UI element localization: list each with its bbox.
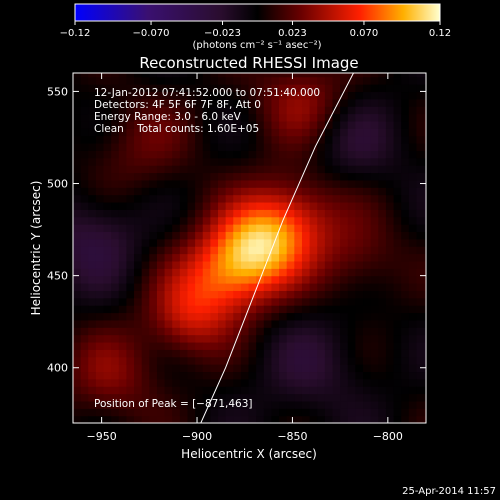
colorbar-unit-label: (photons cm⁻² s⁻¹ asec⁻²)	[192, 40, 321, 51]
timestamp: 25-Apr-2014 11:57	[402, 486, 496, 497]
colorbar-tick-label: 0.12	[429, 28, 451, 39]
colorbar-tick-label: −0.070	[133, 28, 170, 39]
heatmap-image	[73, 73, 426, 423]
colorbar	[74, 3, 441, 22]
colorbar-tick-label: 0.070	[350, 28, 379, 39]
y-tick-label: 400	[47, 362, 68, 375]
colorbar-tick-label: 0.023	[278, 28, 307, 39]
plot-frame	[72, 72, 427, 424]
colorbar-ticks: −0.12 −0.070 −0.023 0.023 0.070 0.12	[60, 21, 451, 39]
y-tick-label: 550	[47, 85, 68, 98]
colorbar-tick-label: −0.12	[60, 28, 91, 39]
annotation-detectors: Detectors: 4F 5F 6F 7F 8F, Att 0	[94, 99, 261, 111]
chart-title: Reconstructed RHESSI Image	[139, 54, 358, 72]
x-tick-label: −900	[182, 430, 212, 443]
solar-limb-curve	[200, 73, 354, 423]
annotation-energy-range: Energy Range: 3.0 - 6.0 keV	[94, 111, 242, 123]
x-tick-label: −800	[373, 430, 403, 443]
y-tick-label: 500	[47, 178, 68, 191]
y-tick-label: 450	[47, 270, 68, 283]
peak-position-label: Position of Peak = [−871,463]	[94, 398, 253, 410]
x-tick-label: −850	[277, 430, 307, 443]
colorbar-tick-label: −0.023	[204, 28, 241, 39]
annotation-clean-counts: Clean Total counts: 1.60E+05	[94, 123, 259, 135]
y-axis-label: Heliocentric Y (arcsec)	[29, 181, 43, 316]
axis-ticks: −950 −900 −850 −800 400 450 500 550	[47, 73, 426, 443]
annotation-time-range: 12-Jan-2012 07:41:52.000 to 07:51:40.000	[94, 87, 320, 99]
x-tick-label: −950	[87, 430, 117, 443]
x-axis-label: Heliocentric X (arcsec)	[181, 447, 317, 461]
